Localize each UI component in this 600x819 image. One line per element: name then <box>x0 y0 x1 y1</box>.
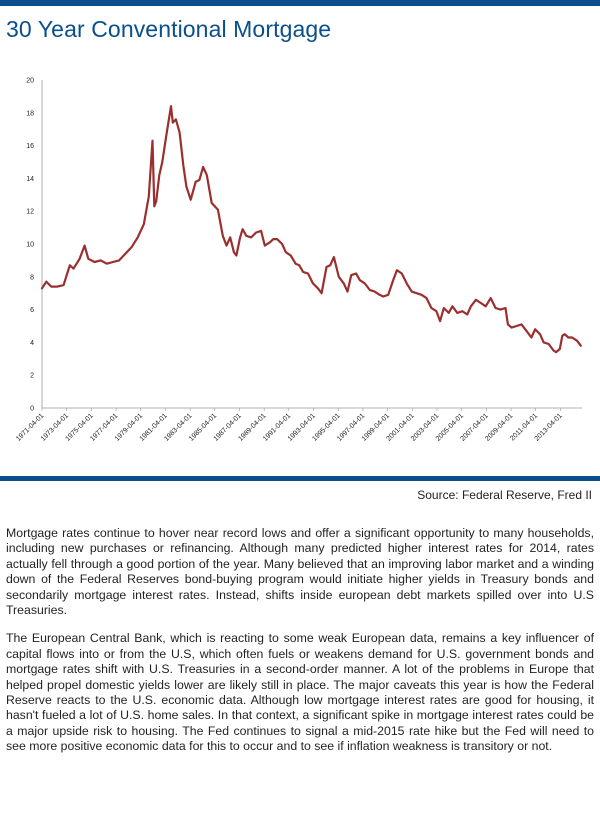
chart-container: 0 2 4 6 8 10 12 14 16 18 20 1971-04-01 1973-04-01 197… <box>0 64 600 474</box>
y-tick-label: 4 <box>30 340 34 347</box>
bottom-rule <box>0 476 600 481</box>
top-rule <box>0 0 600 6</box>
y-tick-label: 0 <box>30 406 34 413</box>
y-tick-label: 16 <box>26 143 34 150</box>
paragraph-1: Mortgage rates continue to hover near re… <box>6 526 594 618</box>
page-title: 30 Year Conventional Mortgage <box>6 16 332 42</box>
y-tick-label: 8 <box>30 274 34 281</box>
chart-source: Source: Federal Reserve, Fred II <box>417 488 592 502</box>
y-tick-label: 20 <box>26 78 34 85</box>
mortgage-rate-chart: 024681012141618201971-04-011973-04-01197… <box>15 78 582 443</box>
y-tick-label: 10 <box>26 242 34 249</box>
y-tick-label: 6 <box>30 307 34 314</box>
y-tick-label: 14 <box>26 176 34 183</box>
article-body: Mortgage rates continue to hover near re… <box>6 526 594 768</box>
y-tick-label: 12 <box>26 209 34 216</box>
paragraph-2: The European Central Bank, which is reac… <box>6 631 594 754</box>
y-tick-label: 18 <box>26 110 34 117</box>
y-tick-label: 2 <box>30 373 34 380</box>
mortgage-rate-line <box>40 105 582 354</box>
